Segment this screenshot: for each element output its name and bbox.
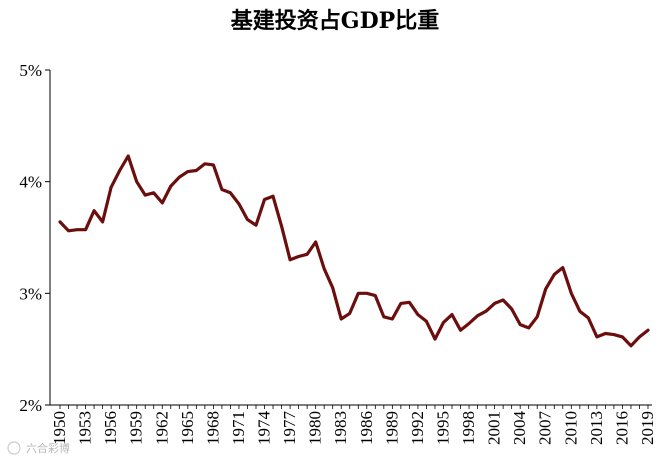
x-tick-label: 1950 [50,411,69,445]
x-tick-label: 1986 [357,411,376,445]
y-tick-label: 3% [19,284,42,303]
x-tick-label: 1980 [306,411,325,445]
x-tick-label: 2010 [561,411,580,445]
watermark: 六合彩博 [7,441,70,455]
y-tick-label: 2% [19,396,42,415]
x-tick-label: 1983 [331,411,350,445]
series-layer [58,154,650,348]
x-tick-label: 1965 [178,411,197,445]
x-tick-label: 2004 [510,411,529,446]
x-tick-label: 2001 [485,411,504,445]
y-tick-label: 4% [19,173,42,192]
x-tick-label: 1953 [76,411,95,445]
x-tick-label: 1962 [152,411,171,445]
watermark-text: 六合彩博 [26,441,70,455]
series-line [58,154,650,348]
x-tick-label: 1977 [280,411,299,446]
x-tick-label: 1956 [101,411,120,445]
x-tick-label: 1989 [382,411,401,445]
y-tick-label: 5% [19,61,42,80]
y-axis: 2% 3% 4% 5% [19,61,51,415]
x-tick-label: 2019 [638,411,657,445]
watermark-icon [7,441,21,455]
x-tick-label: 1998 [459,411,478,445]
x-tick-label: 1992 [408,411,427,445]
x-tick-label: 1974 [255,411,274,446]
x-tick-label: 2016 [612,411,631,445]
x-axis: 1950 1953 1956 1959 1962 1965 1968 1971 1974 1977… [50,404,657,446]
x-tick-label: 1968 [203,411,222,445]
x-tick-label: 1995 [433,411,452,445]
x-tick-label: 1959 [127,411,146,445]
x-tick-label: 2013 [587,411,606,445]
chart-title: 基建投资占GDP比重 [231,8,439,34]
x-tick-label: 1971 [229,411,248,445]
x-tick-label: 2007 [536,411,555,446]
